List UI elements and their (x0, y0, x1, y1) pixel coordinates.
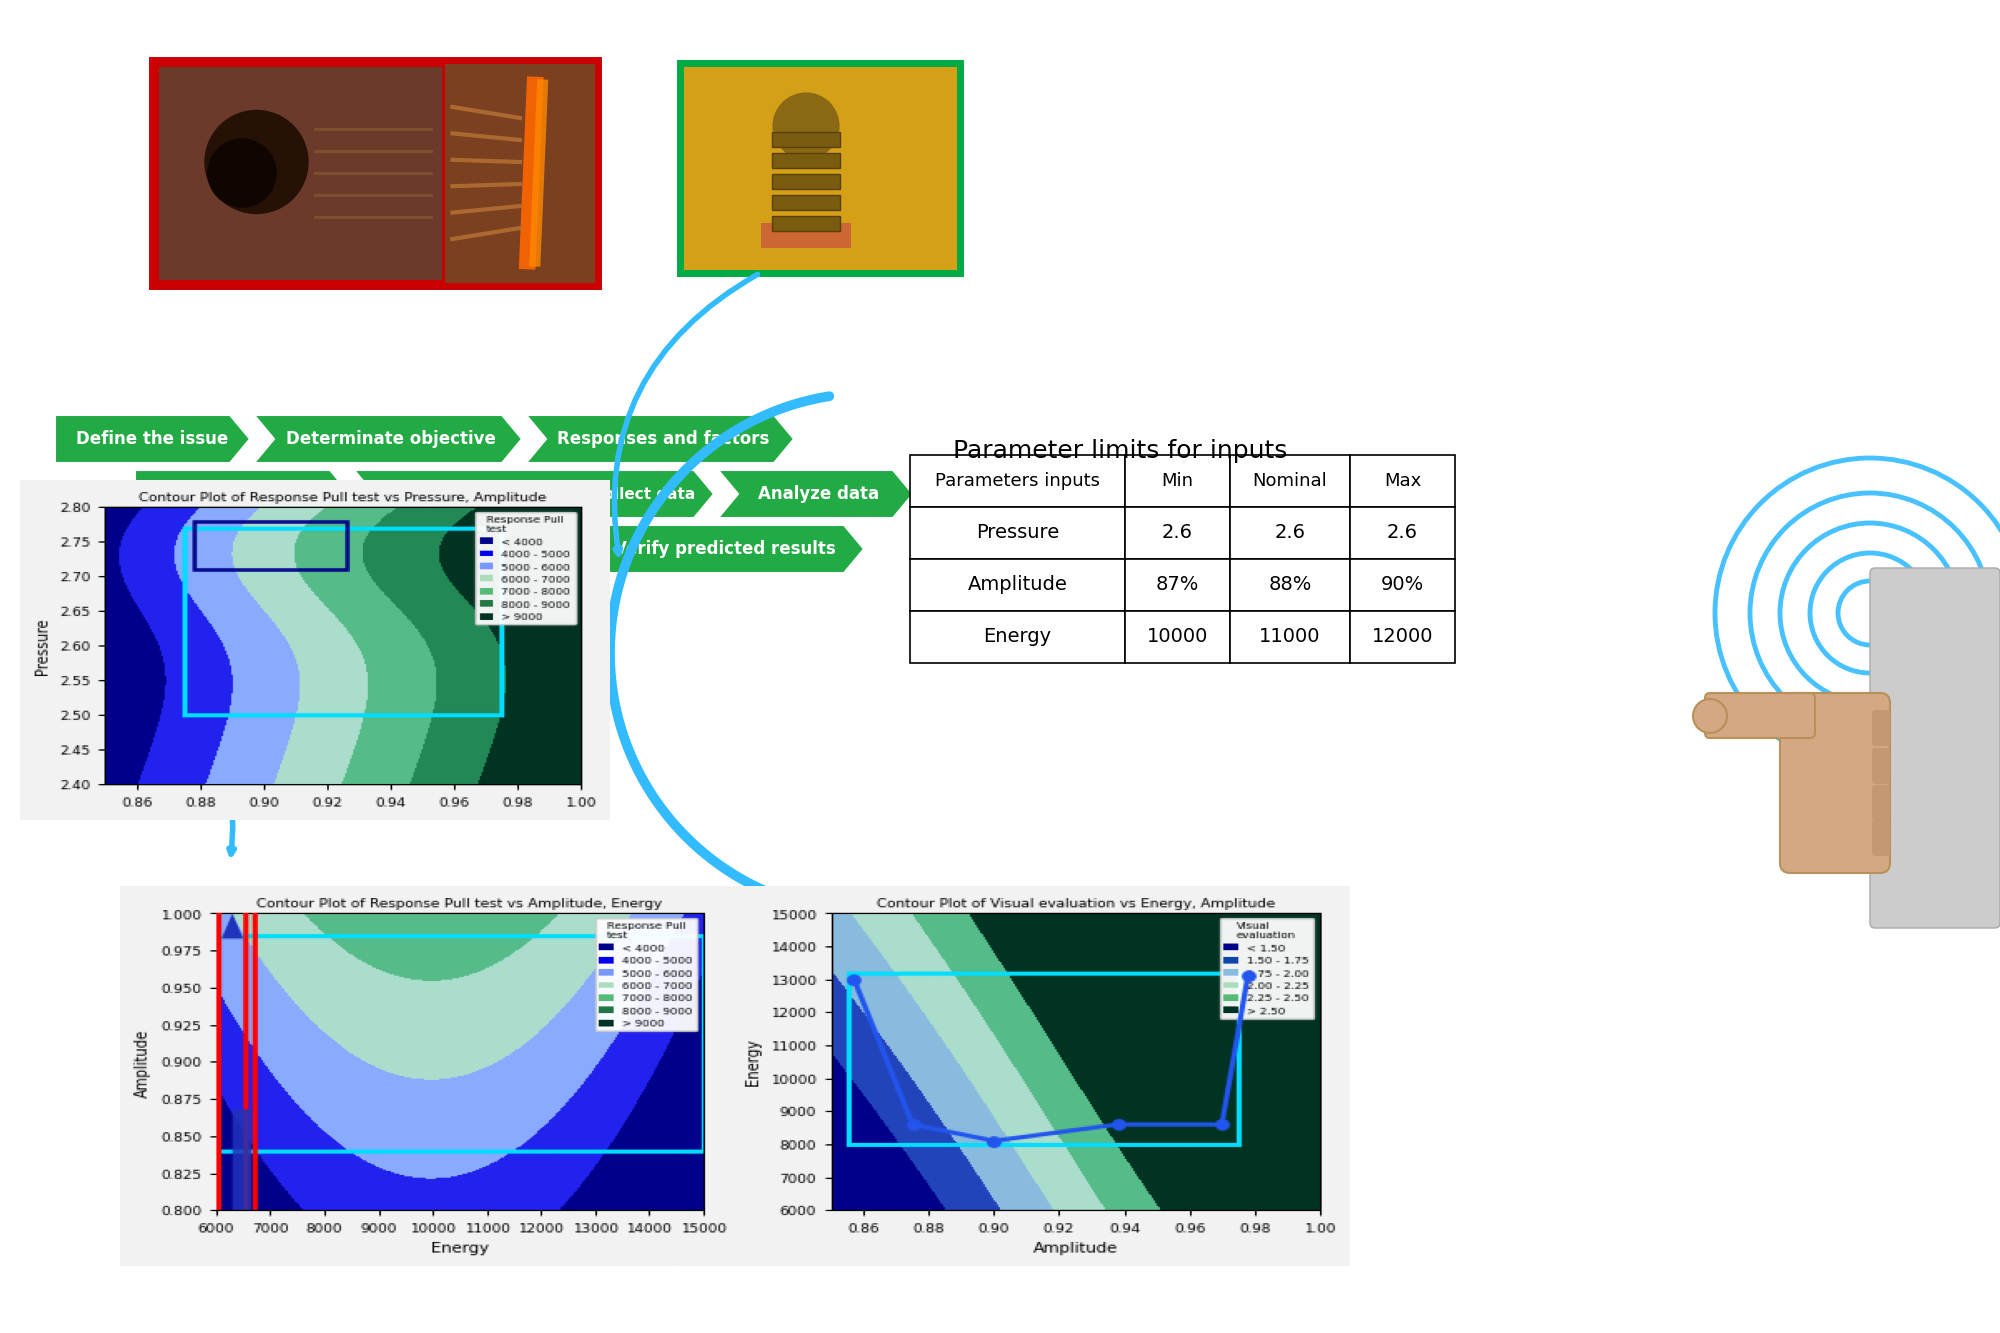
Text: Amplitude: Amplitude (968, 576, 1068, 595)
Text: Responses and factors: Responses and factors (556, 431, 770, 448)
Bar (762, 223, 850, 248)
Polygon shape (580, 525, 864, 573)
Bar (152, 60, 598, 287)
Text: 2.6: 2.6 (1388, 524, 1418, 543)
Text: Nominal: Nominal (1252, 472, 1328, 491)
Text: 2.6: 2.6 (1274, 524, 1306, 543)
Polygon shape (136, 471, 350, 519)
Text: Interpret the results: Interpret the results (346, 540, 538, 559)
Text: Parameters inputs: Parameters inputs (936, 472, 1100, 491)
FancyBboxPatch shape (1872, 710, 1890, 746)
Text: Define the issue: Define the issue (76, 431, 228, 448)
Text: Analyze data: Analyze data (758, 485, 880, 503)
FancyBboxPatch shape (680, 63, 960, 273)
Bar (1350, 611, 1456, 663)
FancyBboxPatch shape (1870, 568, 2000, 928)
Bar (1124, 455, 1230, 507)
Text: 88%: 88% (1268, 576, 1312, 595)
Bar (1350, 559, 1456, 611)
FancyBboxPatch shape (1780, 693, 1890, 873)
Text: Max: Max (1384, 472, 1422, 491)
Polygon shape (354, 471, 714, 519)
Bar (772, 153, 840, 168)
Text: Verify predicted results: Verify predicted results (614, 540, 836, 559)
Bar (1230, 507, 1350, 559)
Text: Parameter limits for inputs: Parameter limits for inputs (952, 439, 1288, 463)
Text: Min: Min (1162, 472, 1194, 491)
Bar (1124, 611, 1230, 663)
Polygon shape (254, 415, 522, 463)
Text: 12000: 12000 (1372, 628, 1434, 647)
Text: 10000: 10000 (1146, 628, 1208, 647)
Bar (772, 175, 840, 189)
Bar (910, 507, 1124, 559)
Circle shape (204, 109, 308, 215)
Polygon shape (718, 471, 912, 519)
FancyBboxPatch shape (444, 63, 596, 283)
FancyBboxPatch shape (1872, 748, 1890, 784)
Circle shape (208, 139, 276, 208)
Text: Determinate objective: Determinate objective (286, 431, 496, 448)
Text: Pressure: Pressure (976, 524, 1060, 543)
Bar (910, 611, 1124, 663)
Polygon shape (56, 415, 250, 463)
Bar (1124, 507, 1230, 559)
FancyBboxPatch shape (1872, 820, 1890, 856)
Polygon shape (526, 415, 794, 463)
Bar (910, 455, 1124, 507)
Text: 11000: 11000 (1260, 628, 1320, 647)
FancyBboxPatch shape (1704, 693, 1816, 738)
Bar (772, 196, 840, 211)
Text: 90%: 90% (1380, 576, 1424, 595)
Bar (1230, 559, 1350, 611)
Circle shape (1692, 698, 1728, 733)
Bar (772, 132, 840, 147)
Bar (910, 559, 1124, 611)
Bar (1124, 559, 1230, 611)
Bar (1350, 507, 1456, 559)
Bar (772, 216, 840, 231)
Bar (1230, 611, 1350, 663)
Text: Conduct experiment and collect data: Conduct experiment and collect data (378, 487, 696, 501)
FancyBboxPatch shape (156, 63, 444, 283)
Text: 87%: 87% (1156, 576, 1200, 595)
Text: Energy: Energy (984, 628, 1052, 647)
Bar (1230, 455, 1350, 507)
Text: Design experiment: Design experiment (154, 485, 332, 503)
Polygon shape (310, 525, 576, 573)
Circle shape (772, 92, 840, 160)
Text: 2.6: 2.6 (1162, 524, 1192, 543)
FancyBboxPatch shape (1872, 785, 1890, 821)
Bar (1350, 455, 1456, 507)
